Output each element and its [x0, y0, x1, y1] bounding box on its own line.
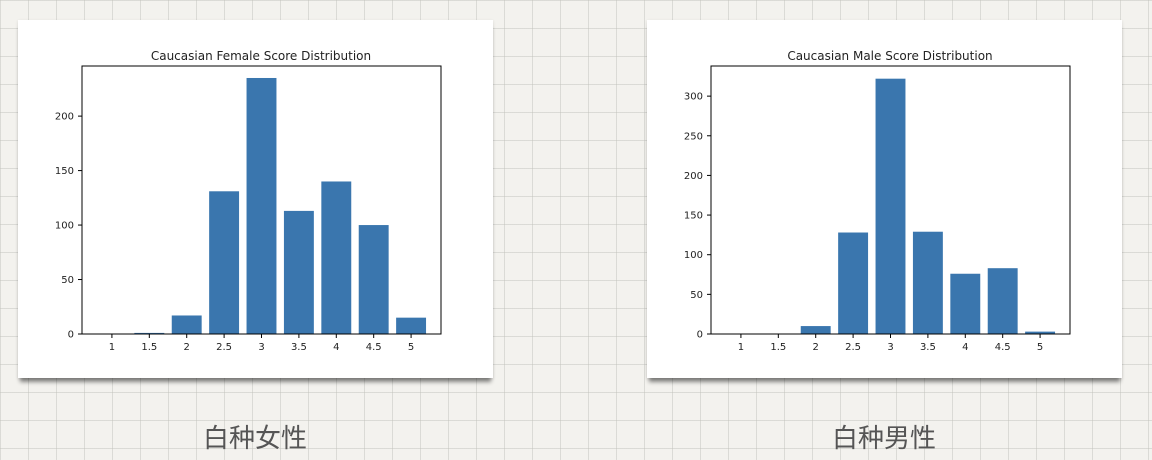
bar	[209, 191, 240, 334]
x-tick-label: 1	[738, 342, 744, 353]
bar	[283, 210, 314, 334]
y-tick-label: 200	[684, 171, 703, 182]
bar	[950, 273, 981, 334]
x-tick-label: 3.5	[291, 342, 307, 353]
y-tick-label: 50	[61, 275, 74, 286]
chart-title: Caucasian Male Score Distribution	[787, 49, 992, 63]
bar	[800, 326, 831, 334]
x-tick-label: 2	[184, 342, 190, 353]
y-tick-label: 150	[55, 166, 74, 177]
male-score-chart: Caucasian Male Score Distribution 1 1.5 2 2…	[684, 49, 1071, 353]
x-tick-label: 5	[1037, 342, 1043, 353]
y-tick-label: 300	[684, 92, 703, 103]
chart-card-female: Caucasian Female Score Distribution 1 1.5…	[18, 20, 493, 378]
y-tick-label: 0	[697, 330, 703, 341]
x-tick-label: 5	[408, 342, 414, 353]
x-tick-label: 4.5	[995, 342, 1011, 353]
x-tick-label: 2.5	[845, 342, 861, 353]
plot-frame	[710, 65, 1071, 335]
y-tick-label: 250	[684, 131, 703, 142]
x-tick-label: 4	[333, 342, 339, 353]
bar	[1025, 331, 1056, 334]
y-tick-label: 50	[690, 290, 703, 301]
female-score-chart: Caucasian Female Score Distribution 1 1.5…	[55, 49, 442, 353]
y-tick-label: 150	[684, 211, 703, 222]
bar	[321, 181, 352, 334]
x-tick-label: 1.5	[141, 342, 157, 353]
x-tick-label: 2.5	[216, 342, 232, 353]
x-tick-label: 4	[962, 342, 968, 353]
x-tick-label: 2	[813, 342, 819, 353]
bar	[987, 268, 1018, 334]
x-tick-label: 1.5	[770, 342, 786, 353]
bar	[171, 315, 202, 334]
bar	[246, 77, 277, 334]
chart-card-male: Caucasian Male Score Distribution 1 1.5 2 2…	[647, 20, 1122, 378]
y-tick-label: 100	[684, 250, 703, 261]
bar	[912, 231, 943, 334]
y-tick-label: 0	[68, 330, 74, 341]
bar	[358, 225, 389, 334]
x-tick-label: 3.5	[920, 342, 936, 353]
plot-frame	[81, 65, 442, 335]
y-tick-label: 200	[55, 112, 74, 123]
caption-male: 白种男性	[831, 424, 936, 454]
x-tick-label: 3	[887, 342, 893, 353]
y-tick-label: 100	[55, 221, 74, 232]
bar	[134, 332, 165, 334]
caption-female: 白种女性	[202, 424, 307, 454]
bar	[396, 317, 427, 334]
x-tick-label: 3	[258, 342, 264, 353]
chart-title: Caucasian Female Score Distribution	[151, 49, 371, 63]
bar	[875, 78, 906, 334]
x-tick-label: 4.5	[366, 342, 382, 353]
bar	[838, 232, 869, 334]
x-tick-label: 1	[109, 342, 115, 353]
